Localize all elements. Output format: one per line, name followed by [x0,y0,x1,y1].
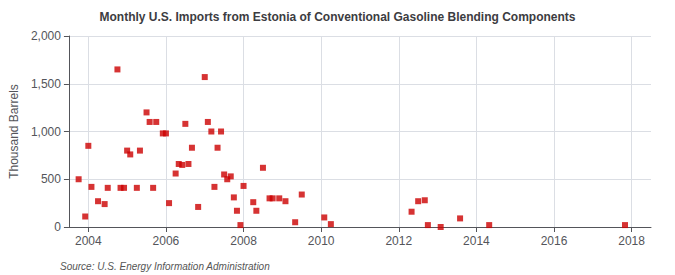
svg-text:2004: 2004 [75,234,102,248]
svg-text:2016: 2016 [541,234,568,248]
svg-text:1,000: 1,000 [31,125,61,139]
svg-text:2012: 2012 [385,234,412,248]
svg-text:2008: 2008 [230,234,257,248]
svg-text:2010: 2010 [308,234,335,248]
svg-text:Monthly U.S. Imports from Esto: Monthly U.S. Imports from Estonia of Con… [99,10,575,24]
svg-text:500: 500 [41,172,61,186]
svg-text:2018: 2018 [618,234,645,248]
svg-text:0: 0 [54,220,61,234]
svg-text:2006: 2006 [153,234,180,248]
svg-text:2,000: 2,000 [31,29,61,43]
svg-text:1,500: 1,500 [31,77,61,91]
svg-text:2014: 2014 [463,234,490,248]
svg-text:Thousand Barrels: Thousand Barrels [7,84,21,179]
svg-text:Source: U.S. Energy Informatio: Source: U.S. Energy Information Administ… [60,261,270,272]
